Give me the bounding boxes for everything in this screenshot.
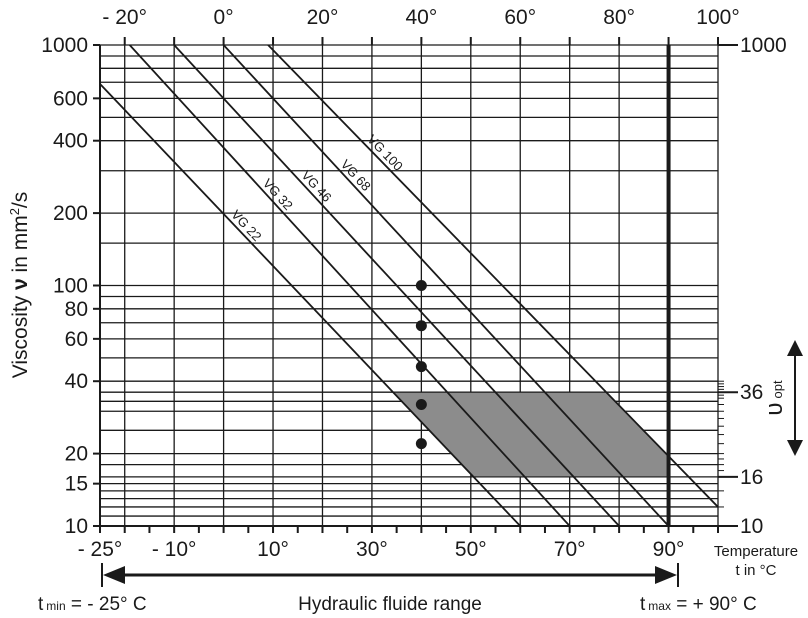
right-tick-label-1000: 1000 <box>740 34 787 57</box>
bottom-tick-label-50: 50° <box>455 538 487 561</box>
right-tick-label-16: 16 <box>740 466 763 489</box>
marker-vg-22 <box>415 438 427 450</box>
fluid-range-arrow <box>101 563 679 587</box>
top-tick-label-20: 20° <box>307 6 339 29</box>
left-tick-label-200: 200 <box>53 202 88 225</box>
series-label-vg-100: VG 100 <box>364 132 405 174</box>
left-tick-label-10: 10 <box>65 515 88 538</box>
vg-series-lines <box>100 45 718 526</box>
marker-vg-32 <box>415 399 427 411</box>
series-line-vg-22 <box>100 82 521 526</box>
series-line-vg-32 <box>128 45 571 526</box>
left-tick-label-15: 15 <box>65 473 88 496</box>
optimal-range-indicator: υopt <box>761 340 803 456</box>
left-tick-label-60: 60 <box>65 328 88 351</box>
x-axis-title-line2: t in °C <box>735 562 776 579</box>
optimal-range-label: υopt <box>761 380 788 416</box>
right-tick-label-36: 36 <box>740 381 763 404</box>
x-axis-title-line1: Temperature <box>714 543 798 560</box>
fluid-range-label: Hydraulic fluide range <box>298 594 482 615</box>
top-tick-label-100: 100° <box>696 6 739 29</box>
top-tick-label-80: 80° <box>603 6 635 29</box>
right-axis-ticks: 1000 36 16 10 <box>718 34 787 538</box>
t-max-annotation: t max = + 90° C <box>640 594 757 615</box>
left-tick-label-600: 600 <box>53 87 88 110</box>
left-tick-label-100: 100 <box>53 275 88 298</box>
top-tick-label-40: 40° <box>405 6 437 29</box>
marker-vg-68 <box>415 320 427 332</box>
bottom-tick-label--25: - 25° <box>78 538 123 561</box>
top-axis-ticks: - 20° 0° 20° 40° 60° 80° 100° <box>102 6 740 45</box>
left-tick-label-400: 400 <box>53 130 88 153</box>
left-tick-label-20: 20 <box>65 443 88 466</box>
left-tick-label-40: 40 <box>65 370 88 393</box>
top-tick-label-60: 60° <box>504 6 536 29</box>
bottom-tick-label-10: 10° <box>257 538 289 561</box>
bottom-tick-label-70: 70° <box>554 538 586 561</box>
viscosity-markers-at-40c <box>415 280 427 450</box>
bottom-tick-label-90: 90° <box>653 538 685 561</box>
right-tick-label-10: 10 <box>740 515 763 538</box>
series-line-vg-68 <box>222 45 670 526</box>
t-min-annotation: t min = - 25° C <box>38 594 147 615</box>
left-tick-label-1000: 1000 <box>41 34 88 57</box>
marker-vg-46 <box>415 361 427 373</box>
y-axis-title: Viscosity ν in mm2/s <box>7 192 32 379</box>
series-line-vg-100 <box>267 45 718 508</box>
left-tick-label-80: 80 <box>65 298 88 321</box>
top-tick-label-0: 0° <box>214 6 234 29</box>
bottom-axis-ticks: - 25° - 10° 10° 30° 50° 70° 90° <box>78 526 719 561</box>
bottom-tick-label--10: - 10° <box>152 538 197 561</box>
series-line-vg-46 <box>173 45 620 526</box>
marker-vg-100 <box>415 280 427 291</box>
bottom-tick-label-30: 30° <box>356 538 388 561</box>
top-tick-label--20: - 20° <box>102 6 147 29</box>
